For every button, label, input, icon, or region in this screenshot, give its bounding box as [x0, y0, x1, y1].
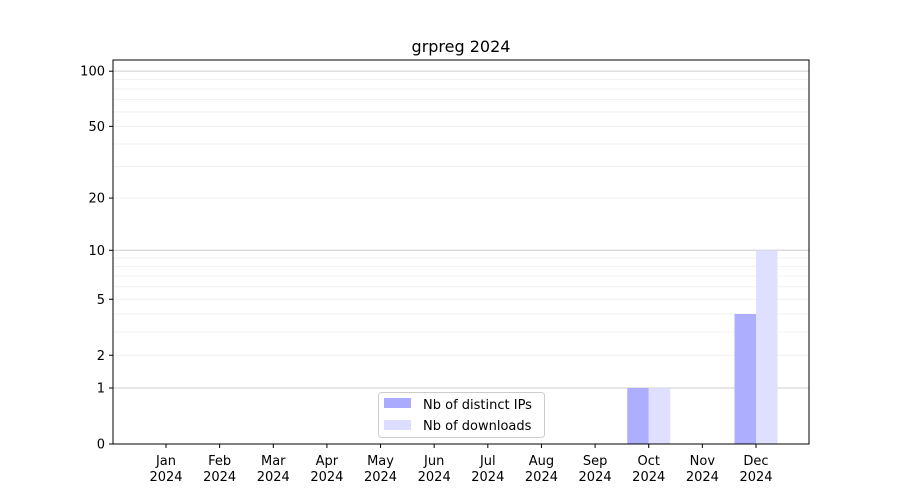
bar-ips: [734, 313, 756, 444]
legend-label-downloads: Nb of downloads: [423, 419, 532, 434]
chart-title: grpreg 2024: [412, 37, 511, 56]
bar-downloads: [648, 388, 671, 444]
y-axis: 0 1 2 5 10 20 50 100: [80, 65, 113, 453]
x-tick-label: Aug 2024: [525, 454, 558, 485]
legend-swatch-ips: [384, 398, 411, 408]
y-tick-label: 5: [97, 293, 105, 308]
y-tick-label: 1: [97, 382, 105, 397]
y-tick-label: 10: [88, 244, 105, 259]
x-tick-label: Jul 2024: [471, 454, 504, 485]
legend: Nb of distinct IPs Nb of downloads: [378, 392, 545, 438]
legend-swatch-downloads: [384, 420, 411, 430]
y-tick-label: 2: [97, 349, 105, 364]
legend-label-ips: Nb of distinct IPs: [423, 398, 532, 413]
grid: [113, 70, 809, 389]
x-axis: Jan 2024 Feb 2024 Mar 2024 Apr 2024 May 2024 Jun 20…: [149, 444, 773, 485]
x-tick-label: Apr 2024: [310, 454, 343, 485]
y-tick-label: 100: [80, 65, 105, 80]
x-tick-label: Feb 2024: [203, 454, 236, 485]
bar-ips: [627, 388, 649, 444]
x-tick-label: Jan 2024: [149, 454, 182, 485]
y-tick-label: 0: [97, 438, 105, 453]
bars: [627, 250, 778, 444]
x-tick-label: Dec 2024: [739, 454, 772, 485]
y-tick-label: 20: [88, 192, 105, 207]
x-tick-label: May 2024: [364, 454, 397, 485]
x-tick-label: Jun 2024: [418, 454, 451, 485]
bar-downloads: [756, 250, 778, 444]
x-tick-label: Mar 2024: [257, 454, 290, 485]
x-tick-label: Nov 2024: [686, 454, 719, 485]
y-tick-label: 50: [88, 120, 105, 135]
plot-frame: [112, 59, 810, 445]
x-tick-label: Oct 2024: [632, 454, 665, 485]
x-tick-label: Sep 2024: [579, 454, 612, 485]
